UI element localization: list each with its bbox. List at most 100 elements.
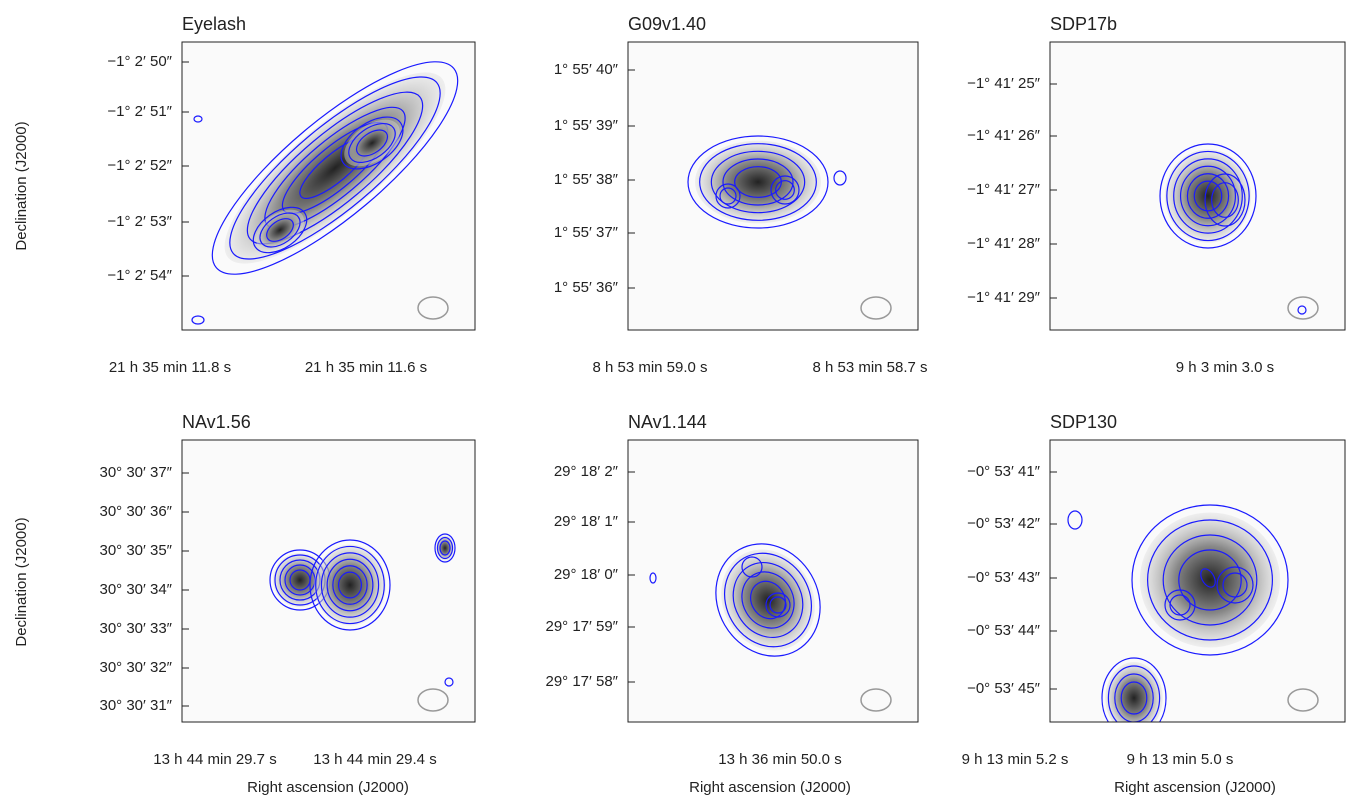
contour [741,571,795,629]
contour [1297,305,1307,315]
contour [1178,549,1242,611]
beam [1287,688,1319,712]
x-tick-label: 13 h 44 min 29.7 s [153,751,276,768]
map [628,440,918,722]
emission [344,119,400,167]
contour [1211,182,1239,218]
contour [444,677,454,687]
contour [765,592,791,618]
y-tick-label: −1° 41′ 26″ [967,127,1041,144]
y-tick-label: −1° 2′ 53″ [107,213,172,230]
contour [309,539,391,631]
emission [436,535,454,561]
contour [1169,594,1191,616]
frame [627,439,919,723]
y-tick-label: −0° 53′ 41″ [967,463,1041,480]
emission [695,140,821,224]
contour [246,91,424,245]
y-tick-label: −1° 41′ 28″ [967,235,1041,252]
y-tick-label: 30° 30′ 35″ [99,542,172,559]
y-tick-label: −0° 53′ 45″ [967,680,1041,697]
contour [436,536,454,560]
x-tick-label: 21 h 35 min 11.8 s [109,359,231,376]
contour [337,571,363,599]
x-tick-label: 9 h 13 min 5.0 s [1127,751,1234,768]
contour [775,180,795,200]
frame [627,41,919,331]
contour [348,122,396,164]
x-tick-label: 13 h 36 min 50.0 s [718,751,841,768]
contour [770,175,800,205]
x-axis-label: Right ascension (J2000) [247,779,409,796]
contour [1067,510,1083,530]
panel-title: G09v1.40 [628,14,706,34]
y-tick-label: 30° 30′ 34″ [99,581,172,598]
emission [1139,512,1281,648]
panel: SDP17b −1° 41′ 25″ −1° 41′ 26″ −1° 41′ 27″ −… [967,14,1346,376]
contour [1204,173,1246,227]
y-tick-label: 30° 30′ 32″ [99,659,172,676]
panel-title: NAv1.56 [182,412,251,432]
map [628,42,918,330]
frame [181,439,476,723]
contour [1120,681,1148,715]
frame [1049,439,1346,723]
panel: SDP130 −0° 53′ 41″ −0° 53′ 42″ −0° 53′ 43″ −… [962,412,1346,768]
x-tick-label: 13 h 44 min 29.4 s [313,751,436,768]
contour [259,212,301,248]
panel: Eyelash −1° 2′ 50″ −1° 2′ 51″ −1° 2′ 52″ −1°… [107,14,476,376]
x-axis-label: Right ascension (J2000) [689,779,851,796]
panel-title: Eyelash [182,14,246,34]
contour [252,206,308,254]
x-tick-label: 9 h 3 min 3.0 s [1176,359,1274,376]
frame [181,41,476,331]
contour [191,315,205,325]
y-tick-label: 30° 30′ 31″ [99,697,172,714]
y-tick-label: 1° 55′ 39″ [554,117,619,134]
frame [1049,41,1346,331]
y-tick-label: −1° 2′ 50″ [107,53,172,70]
y-axis-label: Declination (J2000) [13,517,30,646]
contour [1164,589,1196,621]
contour [1131,504,1289,656]
contour [340,116,404,170]
contour [332,565,368,605]
beam [860,296,892,320]
y-tick-label: −0° 53′ 43″ [967,569,1041,586]
beam [1287,296,1319,320]
contour [719,187,737,205]
contour [732,561,804,639]
panel: NAv1.144 29° 18′ 2″ 29° 18′ 1″ 29° 18′ 0″ 29… [545,412,919,768]
y-tick-label: 30° 30′ 33″ [99,620,172,637]
contour [1186,173,1230,219]
y-axis-label: Declination (J2000) [13,121,30,250]
beam [860,688,892,712]
contour [1162,534,1258,626]
contour [229,76,441,260]
y-tick-label: −1° 2′ 51″ [107,103,172,120]
contour [1200,568,1216,588]
y-tick-label: 29° 18′ 2″ [554,463,619,480]
y-tick-label: 1° 55′ 38″ [554,171,619,188]
contour [687,135,829,229]
y-tick-label: 30° 30′ 37″ [99,464,172,481]
contour [266,218,294,242]
contour [833,170,847,186]
contour [769,596,787,614]
y-tick-label: −1° 41′ 27″ [967,181,1041,198]
emission [314,544,386,626]
contour [649,572,657,584]
contour [326,558,374,612]
emission [721,549,815,651]
beam [417,688,449,712]
x-tick-label: 8 h 53 min 59.0 s [592,359,707,376]
y-tick-label: 29° 18′ 0″ [554,566,619,583]
contour [315,545,385,625]
emission [256,209,304,251]
contour [320,552,380,618]
y-tick-label: −1° 41′ 25″ [967,75,1041,92]
contour [1166,150,1250,242]
y-tick-label: 1° 55′ 36″ [554,279,619,296]
y-tick-label: −1° 2′ 52″ [107,157,172,174]
